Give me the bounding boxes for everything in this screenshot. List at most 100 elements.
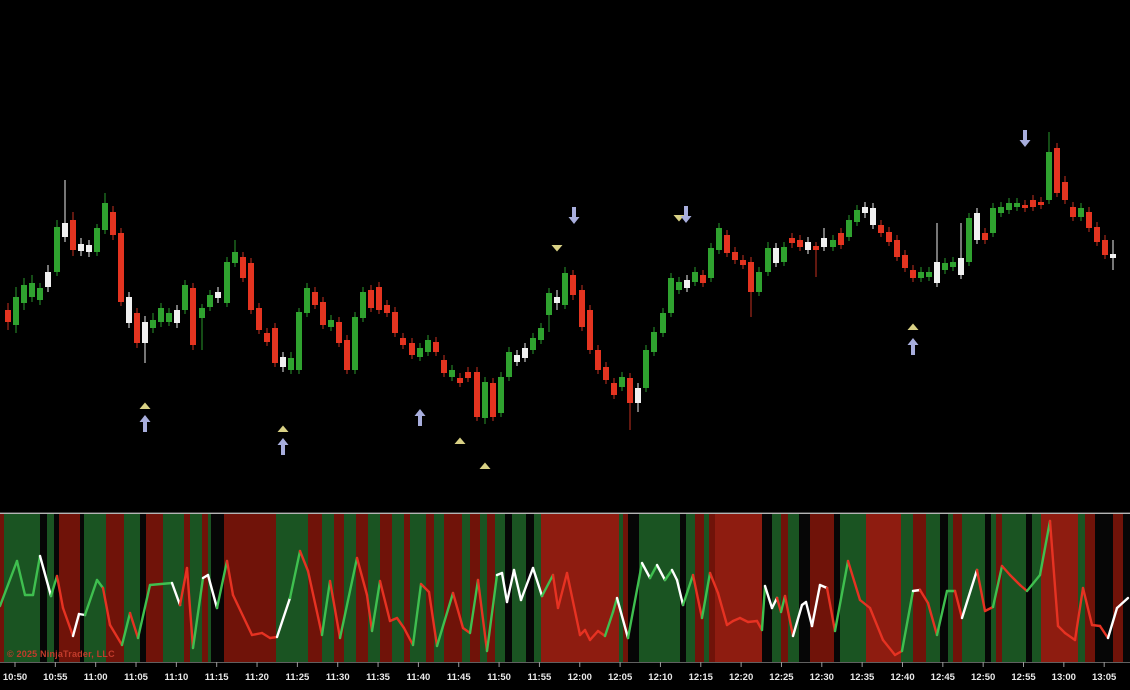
candle-body — [797, 240, 803, 247]
oscillator-segment — [148, 581, 174, 587]
candle-body — [498, 377, 504, 413]
oscillator-segment — [419, 582, 431, 594]
oscillator-segment — [505, 568, 516, 604]
oscillator-segment — [15, 559, 27, 597]
candle-body — [902, 255, 908, 268]
stripe — [762, 514, 772, 662]
oscillator-segment — [675, 578, 685, 607]
candle-body — [425, 340, 431, 352]
oscillator-segment — [531, 566, 544, 598]
stripe — [996, 514, 1002, 662]
candle-body — [368, 290, 374, 308]
candle-body — [982, 233, 988, 240]
oscillator-segment — [170, 581, 182, 607]
candle-body — [190, 288, 196, 345]
candle-body — [998, 207, 1004, 213]
axis-label: 12:25 — [769, 672, 794, 683]
oscillator-segment — [868, 606, 885, 642]
oscillator-segment — [320, 579, 332, 637]
candle-body — [627, 378, 633, 403]
time-axis-baseline — [0, 662, 1130, 663]
oscillator-segment — [355, 556, 369, 597]
candle-body — [862, 207, 868, 213]
stripe — [211, 514, 224, 662]
oscillator-segment — [611, 596, 619, 614]
candle-body — [603, 367, 609, 380]
oscillator-segment — [556, 571, 569, 610]
axis-label: 11:45 — [447, 672, 471, 683]
candle-body — [207, 295, 213, 307]
oscillator-segment — [670, 568, 679, 582]
oscillator-segment — [55, 574, 65, 610]
candle-body — [224, 262, 230, 303]
axis-label: 11:30 — [326, 672, 350, 683]
candle-body — [384, 305, 390, 313]
candle-body — [328, 320, 334, 327]
candle-body — [522, 348, 528, 358]
candle-body — [619, 377, 625, 387]
candle-body — [506, 352, 512, 377]
oscillator-segment — [136, 583, 152, 640]
oscillator-segment — [225, 559, 235, 597]
stripe — [380, 514, 392, 662]
candle-body — [360, 292, 366, 318]
candle-body — [1110, 254, 1116, 258]
axis-label: 12:10 — [648, 672, 672, 683]
stripe — [834, 514, 840, 662]
candle-body — [118, 233, 124, 302]
candle-body — [958, 258, 964, 275]
stripe — [940, 514, 948, 662]
candle-body — [158, 308, 164, 322]
candle-body — [5, 310, 11, 322]
candle-body — [846, 220, 852, 237]
candle-body — [70, 220, 76, 250]
stripe — [534, 514, 541, 662]
axis-label: 12:35 — [850, 672, 875, 683]
axis-label: 10:55 — [43, 672, 68, 683]
candle-body — [651, 332, 657, 352]
candle-body — [21, 285, 27, 303]
oscillator-segment — [378, 579, 392, 623]
stripe — [487, 514, 495, 662]
candle-body — [94, 228, 100, 252]
oscillator-segment — [120, 611, 132, 647]
axis-label: 12:45 — [931, 672, 956, 683]
oscillator-segment — [38, 554, 53, 598]
candle-body — [215, 292, 221, 298]
candle-body — [102, 203, 108, 230]
stripe — [334, 514, 344, 662]
candlesticks — [5, 132, 1116, 430]
candle-body — [821, 238, 827, 247]
oscillator-segment — [918, 588, 930, 605]
stripe — [913, 514, 926, 662]
candle-body — [700, 275, 706, 283]
candle-body — [490, 383, 496, 417]
candle-body — [280, 357, 286, 367]
candle-body — [854, 210, 860, 222]
stripe — [59, 514, 80, 662]
oscillator-segment — [101, 586, 112, 627]
stripe — [781, 514, 788, 662]
candle-body — [1070, 207, 1076, 217]
indicator-panel[interactable] — [0, 514, 1130, 662]
candle-body — [126, 297, 132, 323]
candle-body — [336, 322, 342, 343]
signal-markers — [139, 130, 1031, 469]
candle-body — [1006, 203, 1012, 210]
oscillator-segment — [540, 573, 555, 598]
oscillator-segment — [596, 629, 607, 638]
candle-body — [781, 247, 787, 262]
candle-body — [562, 273, 568, 305]
stripe — [623, 514, 628, 662]
candle-body — [1094, 227, 1100, 242]
candle-body — [182, 285, 188, 310]
oscillator-segment — [298, 549, 310, 573]
candle-body — [660, 313, 666, 333]
time-axis[interactable] — [0, 662, 1130, 690]
oscillator-segment — [763, 584, 774, 610]
candle-body — [409, 343, 415, 355]
candle-body — [530, 338, 536, 350]
candle-body — [296, 312, 302, 370]
price-panel[interactable] — [0, 0, 1130, 513]
candle-body — [288, 358, 294, 370]
